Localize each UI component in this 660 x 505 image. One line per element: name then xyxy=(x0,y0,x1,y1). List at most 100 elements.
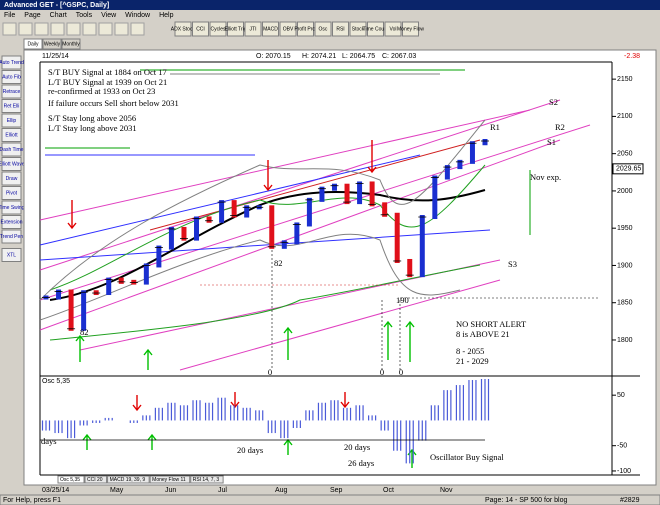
toolbar-icon[interactable] xyxy=(82,22,97,36)
annotation: 21 - 2029 xyxy=(456,356,489,366)
annotation: S/T Stay long above 2056 xyxy=(48,113,136,123)
annotation: L/T Stay long above 2031 xyxy=(48,123,137,133)
toolbar-button[interactable] xyxy=(174,21,192,37)
toolbar-button[interactable] xyxy=(297,21,314,37)
tool-label: Dash Time xyxy=(0,147,24,153)
y-tick-label: 1850 xyxy=(617,300,633,307)
toolbar-button[interactable] xyxy=(262,21,279,37)
arrow-head xyxy=(405,320,415,328)
chart-frame xyxy=(23,49,657,486)
tool-label: Elliott Wave xyxy=(0,161,25,167)
menu-item[interactable]: Help xyxy=(159,12,174,19)
price-bar xyxy=(206,216,212,223)
toolbar-label: Osc xyxy=(319,26,328,32)
menu-item[interactable]: View xyxy=(101,12,117,19)
indicator-tab[interactable] xyxy=(190,475,224,484)
tool-button[interactable] xyxy=(1,113,22,128)
toolbar-label: MACD xyxy=(263,26,278,32)
toolbar-button[interactable] xyxy=(209,21,227,37)
level-label: S2 xyxy=(549,97,558,107)
period-tab[interactable] xyxy=(23,38,43,50)
toolbar-icon[interactable] xyxy=(66,22,81,36)
tool-button[interactable] xyxy=(1,142,22,157)
status-page: Page: 14 - SP 500 for blog xyxy=(485,497,567,504)
annotation: days xyxy=(41,436,57,446)
tool-button[interactable] xyxy=(1,186,22,200)
toolbar-label: Stock xyxy=(352,26,365,32)
tool-button[interactable] xyxy=(1,229,22,244)
indicator-tab-label: Osc 5,35 xyxy=(60,477,80,483)
arrow-head xyxy=(143,348,153,356)
menu-item[interactable]: Tools xyxy=(76,12,93,19)
swing-label: 82 xyxy=(274,258,283,268)
tool-button[interactable] xyxy=(1,157,22,171)
toolbar-label: CCI xyxy=(196,26,205,32)
arrow-head xyxy=(82,433,92,441)
cycle-label: 0 xyxy=(399,367,403,377)
toolbar-label: Money Flow xyxy=(397,26,424,32)
period-tab-label: Monthly xyxy=(62,41,80,47)
menu-item[interactable]: Chart xyxy=(50,12,67,19)
period-tab[interactable] xyxy=(42,38,62,50)
toolbar-button[interactable] xyxy=(402,21,419,37)
menu-item[interactable]: File xyxy=(4,12,15,19)
trend-line xyxy=(179,279,501,371)
toolbar-icon[interactable] xyxy=(34,22,49,36)
tool-button[interactable] xyxy=(1,55,22,70)
toolbar-label: ADX Stoch xyxy=(171,26,196,32)
menu-item[interactable]: Page xyxy=(24,12,40,19)
price-bar xyxy=(407,258,413,278)
toolbar-button[interactable] xyxy=(314,21,332,37)
tool-button[interactable] xyxy=(1,248,22,262)
y-tick-label: 1800 xyxy=(617,337,633,344)
tool-button[interactable] xyxy=(1,215,22,229)
toolbar-button[interactable] xyxy=(279,21,297,37)
chart-date: 11/25/14 xyxy=(42,53,69,60)
y-tick-label: 2150 xyxy=(617,76,633,83)
osc-tick-label: -50 xyxy=(617,443,627,450)
price-bar xyxy=(231,200,237,218)
annotation: 26 days xyxy=(348,458,374,468)
indicator-tab[interactable] xyxy=(107,475,150,484)
tool-button[interactable] xyxy=(1,171,22,186)
osc-name: Osc 5,35 xyxy=(42,378,70,385)
price-bar xyxy=(56,289,62,300)
annotation: 20 days xyxy=(237,445,263,455)
indicator-tab[interactable] xyxy=(149,475,191,484)
toolbar-button[interactable] xyxy=(227,21,244,37)
toolbar-label: Vol xyxy=(390,26,397,32)
menu-item[interactable]: Window xyxy=(125,12,151,19)
tool-button[interactable] xyxy=(1,128,22,142)
toolbar-button[interactable] xyxy=(332,21,349,37)
annotation: S/T BUY Signal at 1884 on Oct 17 xyxy=(48,67,167,77)
arrow-head xyxy=(263,184,273,192)
toolbar-button[interactable] xyxy=(384,21,402,37)
tool-button[interactable] xyxy=(1,99,22,113)
trend-lines xyxy=(39,99,591,371)
tool-button[interactable] xyxy=(1,84,22,99)
toolbar-icon[interactable] xyxy=(50,22,65,36)
toolbar-icon[interactable] xyxy=(130,22,145,36)
arrow xyxy=(82,433,92,450)
indicator-tab[interactable] xyxy=(57,475,85,484)
menu-bar xyxy=(0,10,660,20)
toolbar-button[interactable] xyxy=(349,21,367,37)
toolbar-button[interactable] xyxy=(244,21,262,37)
price-bar xyxy=(369,181,375,207)
period-tab[interactable] xyxy=(61,38,81,50)
toolbar-icon[interactable] xyxy=(18,22,33,36)
toolbar-button[interactable] xyxy=(367,21,384,37)
toolbar-icon[interactable] xyxy=(2,22,17,36)
price-bar xyxy=(419,215,425,278)
tool-button[interactable] xyxy=(1,70,22,84)
toolbar-button[interactable] xyxy=(192,21,209,37)
price-bar xyxy=(457,159,463,170)
toolbar-icon[interactable] xyxy=(114,22,129,36)
toolbar-icon[interactable] xyxy=(98,22,113,36)
indicator-tab[interactable] xyxy=(84,475,108,484)
arrow xyxy=(367,140,377,174)
indicator-tab-label: Money Flow 11 xyxy=(152,477,186,483)
tool-button[interactable] xyxy=(1,200,22,215)
indicator-tabs: Osc 5,35 CCI 20 MACD 19, 39, 9 Money Flow 1… xyxy=(57,475,224,484)
